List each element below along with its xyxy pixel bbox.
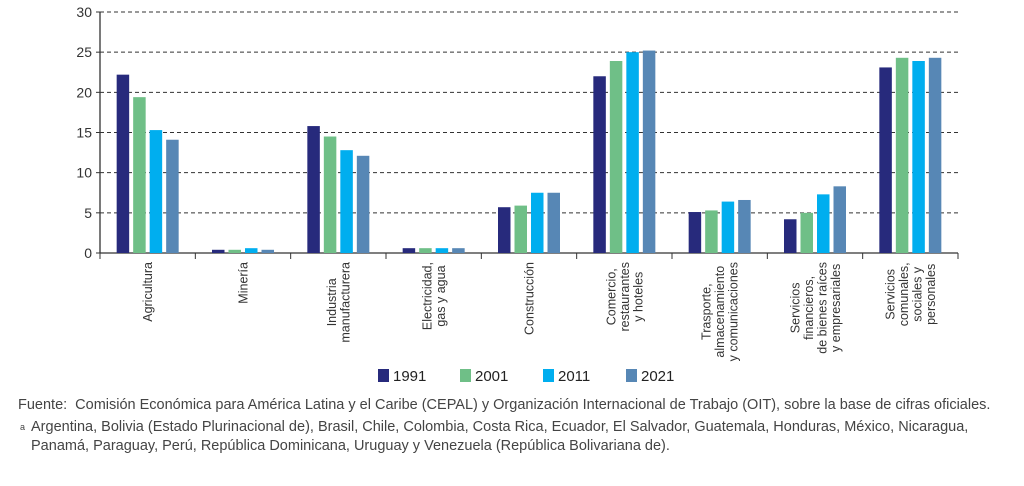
x-tick-label: Comercio,restaurantesy hoteles	[604, 262, 645, 331]
footnote-text: Argentina, Bolivia (Estado Plurinacional…	[31, 419, 969, 454]
bar-2001	[514, 205, 527, 253]
bar-chart: 0 5 10 15 20 25 30 Agricultura Minería Industriam…	[76, 4, 959, 385]
y-tick-label: 15	[76, 125, 92, 141]
x-tick-label: Servicioscomunales,sociales ypersonales	[884, 262, 939, 326]
bar-1991	[784, 219, 797, 253]
bar-2021	[833, 186, 846, 253]
x-tick-label: Construcción	[523, 262, 537, 335]
bar-2011	[626, 52, 639, 253]
source-text: Comisión Económica para América Latina y…	[75, 397, 991, 413]
bar-2011	[435, 248, 449, 253]
y-tick-label: 5	[84, 205, 92, 221]
x-tick-label-line: almacenamiento	[713, 266, 727, 358]
bar-2001	[323, 136, 337, 253]
x-tick-label-line: de bienes raíces	[815, 262, 829, 354]
x-tick-label-line: Construcción	[523, 262, 537, 335]
x-tick-label: Minería	[237, 262, 251, 304]
bar-2001	[419, 248, 432, 253]
bar-2011	[149, 130, 163, 253]
x-tick-label-line: y hoteles	[631, 272, 645, 322]
x-tick-label-line: sociales y	[911, 266, 925, 322]
x-tick-label-line: personales	[924, 264, 938, 325]
x-tick-label: Industriamanufacturera	[325, 262, 353, 343]
x-tick-label-line: Comercio,	[604, 268, 618, 325]
x-tick-label-line: comunales,	[897, 262, 911, 326]
footnote: a Argentina, Bolivia (Estado Plurinacion…	[18, 418, 1018, 456]
bar-1991	[688, 212, 702, 253]
x-tick-label: Agricultura	[141, 262, 155, 322]
bar-2021	[356, 155, 370, 253]
y-tick-label: 10	[76, 165, 92, 181]
x-tick-label-line: Industria	[325, 278, 339, 326]
bar-1991	[593, 76, 606, 254]
legend-swatch-2001	[460, 369, 471, 382]
legend-label-2011: 2011	[558, 368, 590, 385]
x-tick-label-line: Agricultura	[141, 262, 155, 322]
x-tick-label: Serviciosfinancieros,de bienes raícesy e…	[788, 262, 843, 354]
legend-label-1991: 1991	[393, 368, 426, 385]
x-tick-label-line: Electricidad,	[420, 262, 434, 330]
x-tick-label: Trasporte,almacenamientoy comunicaciones	[700, 262, 741, 361]
legend-label-2001: 2001	[475, 368, 508, 385]
legend-swatch-1991	[378, 369, 389, 382]
bar-1991	[212, 249, 225, 253]
bar-2021	[547, 192, 560, 253]
x-tick-label-line: manufacturera	[339, 262, 353, 343]
bar-2001	[895, 57, 909, 253]
bar-2021	[261, 249, 274, 253]
bar-2001	[228, 249, 241, 253]
bar-1991	[879, 67, 892, 254]
legend-label-2021: 2021	[641, 368, 674, 385]
bar-1991	[307, 126, 320, 253]
legend-swatch-2011	[543, 369, 554, 382]
bar-2001	[800, 212, 813, 253]
bar-2011	[340, 150, 353, 253]
bar-2021	[166, 139, 179, 253]
bar-2011	[531, 192, 544, 253]
bar-2021	[642, 50, 656, 254]
source-note: Fuente: Comisión Económica para América …	[18, 396, 1018, 415]
source-label: Fuente:	[18, 397, 68, 413]
bar-1991	[402, 248, 416, 253]
bar-2011	[912, 61, 925, 254]
x-tick-label-line: y empresariales	[829, 264, 843, 352]
bar-2021	[452, 248, 465, 253]
bar-2011	[245, 248, 258, 253]
bar-2001	[705, 210, 718, 253]
x-tick-label-line: Trasporte,	[700, 283, 714, 340]
x-tick-label-line: Minería	[237, 262, 251, 304]
bar-2001	[133, 97, 146, 253]
bar-2011	[721, 201, 735, 253]
x-tick-label-line: restaurantes	[618, 262, 632, 331]
x-tick-label-line: financieros,	[802, 276, 816, 340]
y-tick-label: 0	[84, 245, 92, 261]
legend-swatch-2021	[626, 369, 637, 382]
footnote-mark: a	[20, 422, 26, 432]
y-tick-label: 30	[76, 4, 92, 20]
bar-2011	[817, 194, 830, 253]
bar-2001	[609, 61, 623, 254]
bar-2021	[928, 57, 942, 253]
x-tick-label: Electricidad,gas y agua	[420, 262, 448, 330]
chart-notes: Fuente: Comisión Económica para América …	[18, 396, 1018, 459]
y-tick-label: 25	[76, 44, 92, 60]
x-tick-label-line: Servicios	[788, 283, 802, 334]
bar-1991	[116, 74, 130, 253]
x-tick-label-line: y comunicaciones	[727, 262, 741, 361]
x-tick-label-line: Servicios	[884, 269, 898, 320]
x-tick-label-line: gas y agua	[434, 265, 448, 326]
y-tick-label: 20	[76, 84, 92, 100]
bar-1991	[498, 207, 511, 253]
bar-2021	[738, 199, 751, 253]
